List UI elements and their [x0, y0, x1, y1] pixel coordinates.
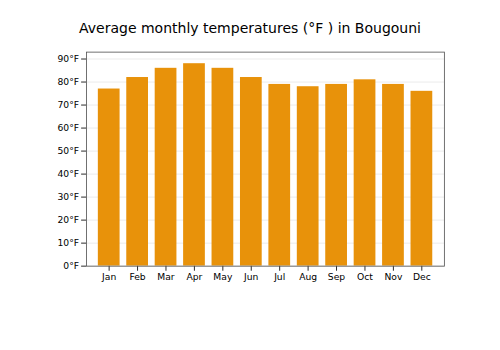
- svg-text:Feb: Feb: [129, 271, 145, 282]
- svg-text:70°F: 70°F: [57, 99, 79, 110]
- svg-text:Dec: Dec: [413, 271, 431, 282]
- svg-text:Sep: Sep: [328, 271, 345, 282]
- html-text:Average monthly temperatures (: Average monthly temperatures (°F ) in Bo…: [79, 20, 421, 36]
- svg-text:80°F: 80°F: [57, 76, 79, 87]
- svg-text:Oct: Oct: [357, 271, 373, 282]
- svg-text:Nov: Nov: [384, 271, 402, 282]
- svg-text:Mar: Mar: [157, 271, 175, 282]
- svg-text:50°F: 50°F: [57, 145, 79, 156]
- svg-text:90°F: 90°F: [57, 53, 79, 64]
- svg-text:Apr: Apr: [186, 271, 202, 282]
- svg-text:0°F: 0°F: [63, 260, 79, 271]
- svg-text:Jan: Jan: [101, 271, 116, 282]
- svg-text:Jun: Jun: [243, 271, 259, 282]
- svg-text:60°F: 60°F: [57, 122, 79, 133]
- svg-text:20°F: 20°F: [57, 214, 79, 225]
- svg-text:Jul: Jul: [273, 271, 285, 282]
- svg-text:Aug: Aug: [299, 271, 317, 282]
- svg-text:30°F: 30°F: [57, 191, 79, 202]
- svg-text:40°F: 40°F: [57, 168, 79, 179]
- svg-text:10°F: 10°F: [57, 237, 79, 248]
- svg-text:May: May: [213, 271, 233, 282]
